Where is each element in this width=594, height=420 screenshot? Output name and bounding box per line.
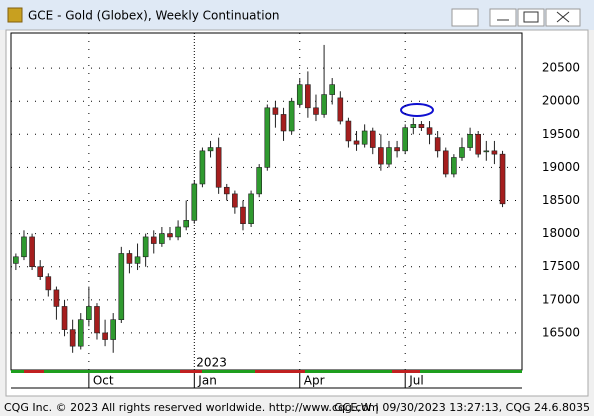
candle-body (353, 140, 360, 145)
y-tick-label: 17000 (542, 292, 580, 306)
candle-body (434, 137, 441, 152)
candle-body (296, 84, 303, 105)
y-tick-label: 19000 (542, 160, 580, 174)
candle-body (499, 153, 506, 205)
candle-body (134, 256, 141, 264)
x-tick-label: Oct (93, 374, 114, 388)
candle-body (329, 84, 336, 95)
minimize-button[interactable] (489, 8, 517, 27)
candle-body (264, 107, 271, 168)
candle-body (53, 289, 60, 307)
candle-body (183, 220, 189, 228)
candle-body (272, 107, 279, 115)
candle-body (491, 150, 498, 155)
candle-body (223, 186, 230, 195)
candle-body (45, 276, 52, 291)
candle-body (61, 306, 68, 330)
candle-body (248, 193, 254, 224)
candle-body (378, 147, 384, 165)
candle-body (142, 236, 149, 258)
candle-body (240, 206, 246, 224)
candle-body (410, 124, 417, 128)
status-left: CQG Inc. © 2023 All rights reserved worl… (4, 401, 379, 414)
link-button[interactable] (451, 8, 479, 27)
year-label: 2023 (196, 356, 227, 370)
y-tick-label: 17500 (542, 259, 580, 273)
candle-body (86, 306, 92, 320)
candle-body (175, 226, 181, 238)
y-tick-label: 18500 (542, 193, 580, 207)
candle-body (126, 253, 133, 264)
session-bar-red (180, 370, 202, 373)
window-button-icons (497, 11, 570, 23)
candle-body (467, 133, 473, 148)
candle-body (345, 120, 352, 142)
candle-body (118, 253, 125, 320)
y-tick-label: 19500 (542, 127, 580, 141)
app-icon (7, 7, 23, 23)
session-bar-red (24, 370, 44, 373)
candle-body (256, 167, 263, 195)
candle-body (21, 236, 27, 258)
y-tick-label: 18000 (542, 226, 580, 240)
candle-body (199, 150, 206, 185)
highlight-ellipse (400, 103, 434, 117)
candle-body (402, 127, 409, 152)
candle-body (483, 150, 490, 153)
candle-body (102, 332, 108, 340)
session-bar-red (392, 370, 420, 373)
candle-body (69, 329, 76, 347)
candle-body (313, 107, 319, 115)
x-tick-label: Jul (408, 374, 423, 388)
y-tick-label: 16500 (542, 325, 580, 339)
candle-body (337, 97, 344, 122)
candle-body (418, 124, 425, 128)
candle-body (426, 127, 433, 135)
x-tick-label: Jan (197, 374, 217, 388)
x-tick-label: Apr (304, 374, 325, 388)
y-tick-label: 20500 (542, 61, 580, 75)
status-bar (0, 398, 594, 416)
candle-body (232, 193, 238, 208)
candle-body (280, 114, 287, 132)
candle-body (37, 266, 44, 277)
y-tick-label: 20000 (542, 94, 580, 108)
candle-body (150, 236, 157, 244)
candle-body (451, 157, 457, 175)
candle-body (394, 147, 400, 152)
candle-body (77, 319, 84, 347)
window-title: GCE - Gold (Globex), Weekly Continuation (28, 9, 280, 23)
candle-body (459, 147, 465, 158)
candle-body (475, 133, 482, 155)
candle-body (167, 233, 173, 238)
candle-body (305, 84, 311, 109)
status-right: GCE,W | 09/30/2023 13:27:13, CQG 24.6.80… (334, 401, 590, 414)
candle-body (94, 306, 100, 334)
session-bar-red (255, 370, 305, 373)
candle-body (288, 100, 295, 132)
candle-body (191, 183, 198, 221)
candle-body (442, 150, 449, 175)
candle-body (369, 130, 376, 148)
candle-body (207, 147, 214, 152)
candle-body (386, 147, 392, 165)
candle-body (159, 233, 165, 244)
candle-body (13, 256, 19, 264)
candle-body (110, 319, 116, 340)
candle-body (215, 147, 222, 188)
candle-body (361, 130, 368, 145)
candle-body (321, 94, 327, 115)
candle-body (29, 236, 35, 268)
